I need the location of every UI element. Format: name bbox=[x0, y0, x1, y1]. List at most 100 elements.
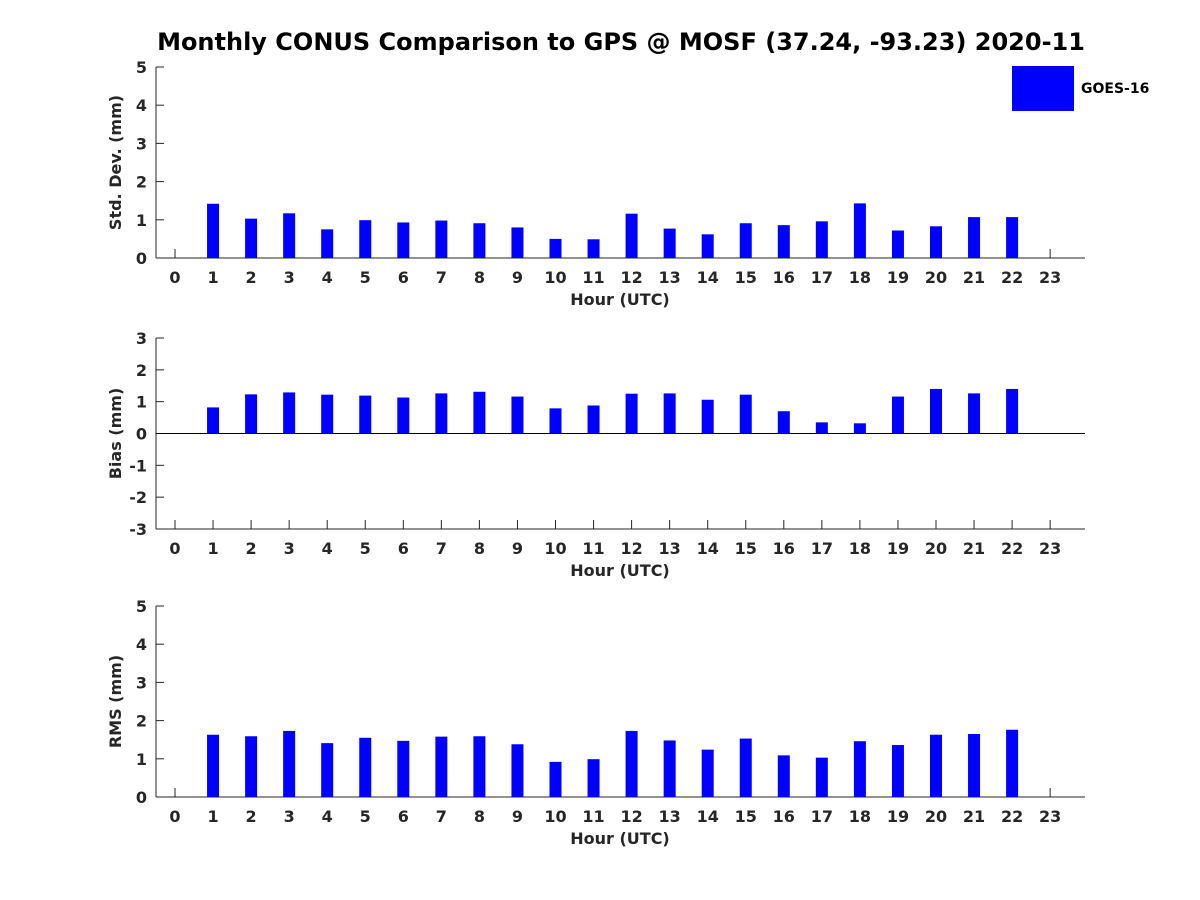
x-tick-label-rms: 1 bbox=[207, 807, 218, 826]
x-tick-label-bias: 17 bbox=[811, 539, 833, 558]
bar-bias-hour-8 bbox=[473, 391, 486, 434]
x-tick-label-std: 7 bbox=[436, 268, 447, 287]
bar-rms-hour-20 bbox=[930, 734, 942, 797]
bar-rms-hour-5 bbox=[359, 737, 372, 797]
x-tick-label-std: 8 bbox=[474, 268, 485, 287]
bar-std-hour-15 bbox=[739, 223, 752, 258]
bar-rms-hour-18 bbox=[853, 741, 866, 797]
x-tick-label-std: 22 bbox=[1001, 268, 1023, 287]
x-tick-label-std: 2 bbox=[246, 268, 257, 287]
x-axis-label-std: Hour (UTC) bbox=[570, 290, 670, 309]
x-tick-label-bias: 21 bbox=[963, 539, 985, 558]
bar-std-hour-12 bbox=[625, 213, 638, 258]
x-tick-label-rms: 23 bbox=[1039, 807, 1061, 826]
bar-std-hour-5 bbox=[359, 220, 372, 258]
bar-rms-hour-19 bbox=[891, 745, 904, 797]
x-tick-label-rms: 12 bbox=[620, 807, 642, 826]
bar-bias-hour-12 bbox=[625, 393, 638, 434]
bar-bias-hour-1 bbox=[207, 407, 220, 434]
x-tick-label-std: 10 bbox=[544, 268, 566, 287]
bar-std-hour-14 bbox=[701, 234, 714, 258]
bar-bias-hour-19 bbox=[891, 396, 904, 434]
legend-swatch bbox=[1012, 66, 1074, 111]
bar-std-hour-22 bbox=[1006, 217, 1019, 258]
x-tick-label-bias: 9 bbox=[512, 539, 523, 558]
legend-label: GOES-16 bbox=[1081, 81, 1150, 97]
bar-std-hour-7 bbox=[435, 220, 448, 258]
y-tick-label-std: 2 bbox=[136, 173, 147, 192]
x-tick-label-rms: 3 bbox=[284, 807, 295, 826]
bar-bias-hour-4 bbox=[321, 394, 334, 434]
x-tick-label-rms: 9 bbox=[512, 807, 523, 826]
x-tick-label-bias: 20 bbox=[925, 539, 947, 558]
bar-bias-hour-9 bbox=[511, 396, 524, 434]
bar-std-hour-17 bbox=[815, 221, 828, 258]
x-tick-label-rms: 21 bbox=[963, 807, 985, 826]
x-tick-label-std: 11 bbox=[582, 268, 604, 287]
x-tick-label-bias: 13 bbox=[659, 539, 681, 558]
bar-std-hour-20 bbox=[930, 226, 942, 258]
bar-rms-hour-4 bbox=[321, 743, 334, 797]
x-tick-label-std: 5 bbox=[360, 268, 371, 287]
bar-bias-hour-2 bbox=[245, 394, 258, 434]
x-tick-label-rms: 15 bbox=[735, 807, 757, 826]
bar-std-hour-6 bbox=[397, 222, 410, 258]
bar-bias-hour-16 bbox=[777, 411, 790, 434]
x-tick-label-std: 12 bbox=[620, 268, 642, 287]
y-tick-label-bias: -3 bbox=[129, 520, 147, 539]
bar-rms-hour-15 bbox=[739, 738, 752, 797]
y-tick-label-bias: 3 bbox=[136, 329, 147, 348]
bar-rms-hour-1 bbox=[207, 734, 220, 797]
bar-std-hour-10 bbox=[549, 238, 562, 258]
bar-bias-hour-21 bbox=[968, 393, 981, 434]
x-tick-label-rms: 0 bbox=[169, 807, 180, 826]
bar-std-hour-11 bbox=[587, 239, 600, 258]
x-tick-label-rms: 11 bbox=[582, 807, 604, 826]
bar-rms-hour-13 bbox=[663, 740, 676, 797]
x-tick-label-std: 15 bbox=[735, 268, 757, 287]
y-tick-label-std: 5 bbox=[136, 58, 147, 77]
y-tick-label-rms: 4 bbox=[136, 635, 147, 654]
x-tick-label-rms: 14 bbox=[697, 807, 719, 826]
bar-rms-hour-11 bbox=[587, 759, 600, 797]
x-tick-label-std: 19 bbox=[887, 268, 909, 287]
y-tick-label-rms: 2 bbox=[136, 712, 147, 731]
x-axis-label-rms: Hour (UTC) bbox=[570, 829, 670, 848]
bar-bias-hour-7 bbox=[435, 393, 448, 434]
legend: GOES-16 bbox=[1012, 66, 1162, 112]
y-tick-label-bias: 1 bbox=[136, 393, 147, 412]
x-tick-label-bias: 22 bbox=[1001, 539, 1023, 558]
x-tick-label-rms: 18 bbox=[849, 807, 871, 826]
bar-bias-hour-18 bbox=[853, 423, 866, 434]
bar-bias-hour-13 bbox=[663, 393, 676, 434]
x-tick-label-std: 16 bbox=[773, 268, 795, 287]
x-tick-label-std: 17 bbox=[811, 268, 833, 287]
x-tick-label-bias: 16 bbox=[773, 539, 795, 558]
y-tick-label-rms: 3 bbox=[136, 673, 147, 692]
y-axis-label-std: Std. Dev. (mm) bbox=[106, 95, 125, 230]
bar-rms-hour-21 bbox=[968, 733, 981, 797]
chart-title: Monthly CONUS Comparison to GPS @ MOSF (… bbox=[157, 28, 1085, 56]
x-tick-label-bias: 23 bbox=[1039, 539, 1061, 558]
bar-bias-hour-14 bbox=[701, 399, 714, 434]
x-tick-label-bias: 4 bbox=[322, 539, 333, 558]
bar-bias-hour-20 bbox=[930, 388, 942, 434]
y-tick-label-std: 3 bbox=[136, 134, 147, 153]
bar-rms-hour-22 bbox=[1006, 729, 1019, 797]
x-tick-label-rms: 4 bbox=[322, 807, 333, 826]
y-axis-label-rms: RMS (mm) bbox=[106, 655, 125, 748]
bar-rms-hour-8 bbox=[473, 736, 486, 797]
y-tick-label-rms: 1 bbox=[136, 750, 147, 769]
x-tick-label-std: 6 bbox=[398, 268, 409, 287]
y-tick-label-rms: 0 bbox=[136, 788, 147, 807]
x-tick-label-std: 13 bbox=[659, 268, 681, 287]
x-tick-label-rms: 7 bbox=[436, 807, 447, 826]
bar-bias-hour-6 bbox=[397, 397, 410, 434]
bar-bias-hour-5 bbox=[359, 395, 372, 434]
x-tick-label-std: 20 bbox=[925, 268, 947, 287]
bar-std-hour-21 bbox=[968, 217, 981, 258]
bar-rms-hour-6 bbox=[397, 740, 410, 797]
